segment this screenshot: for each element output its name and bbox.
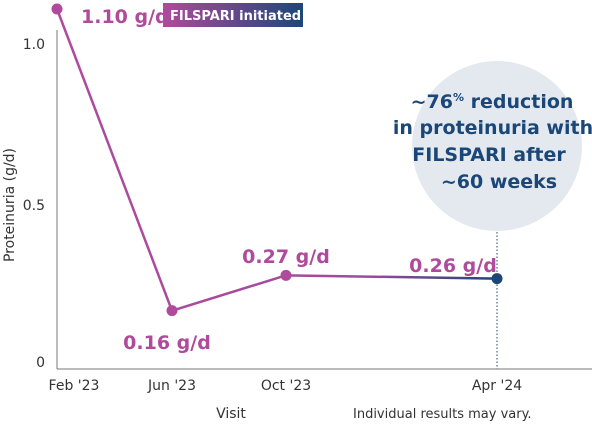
callout-line-2: in proteinuria with	[393, 117, 592, 139]
filspari-initiated-text: FILSPARI initiated	[170, 9, 301, 24]
y-tick-label: 0.5	[23, 198, 45, 214]
x-tick-label: Apr '24	[472, 378, 522, 394]
data-point	[491, 273, 503, 285]
data-label: 0.26 g/d	[409, 255, 497, 277]
data-labels: 1.10 g/d 0.16 g/d 0.27 g/d 0.26 g/d	[81, 6, 497, 354]
callout-line-1: ~76% reduction	[411, 91, 574, 113]
x-tick-label: Oct '23	[261, 378, 311, 394]
x-axis-title: Visit	[216, 406, 246, 422]
data-label: 1.10 g/d	[81, 6, 169, 28]
series-group	[51, 3, 503, 317]
series-line	[55, 8, 498, 313]
data-point	[166, 305, 178, 317]
callout-line-4: ~60 weeks	[441, 171, 557, 193]
x-tick-label: Feb '23	[49, 378, 100, 394]
data-label: 0.27 g/d	[242, 246, 330, 268]
callout-bubble	[412, 61, 582, 231]
filspari-initiated-badge	[163, 3, 303, 27]
y-tick-label: 1.0	[23, 37, 45, 53]
y-tick-label: 0	[36, 355, 45, 371]
y-axis-title: Proteinuria (g/d)	[2, 148, 18, 262]
x-tick-labels: Feb '23 Jun '23 Oct '23 Apr '24	[49, 378, 523, 394]
data-point	[51, 3, 63, 15]
x-tick-label: Jun '23	[147, 378, 196, 394]
data-point	[280, 269, 292, 281]
callout-line-3: FILSPARI after	[412, 144, 566, 166]
y-tick-labels: 0 0.5 1.0	[23, 37, 45, 371]
individual-results-note: Individual results may vary.	[353, 407, 532, 422]
data-label: 0.16 g/d	[123, 332, 211, 354]
